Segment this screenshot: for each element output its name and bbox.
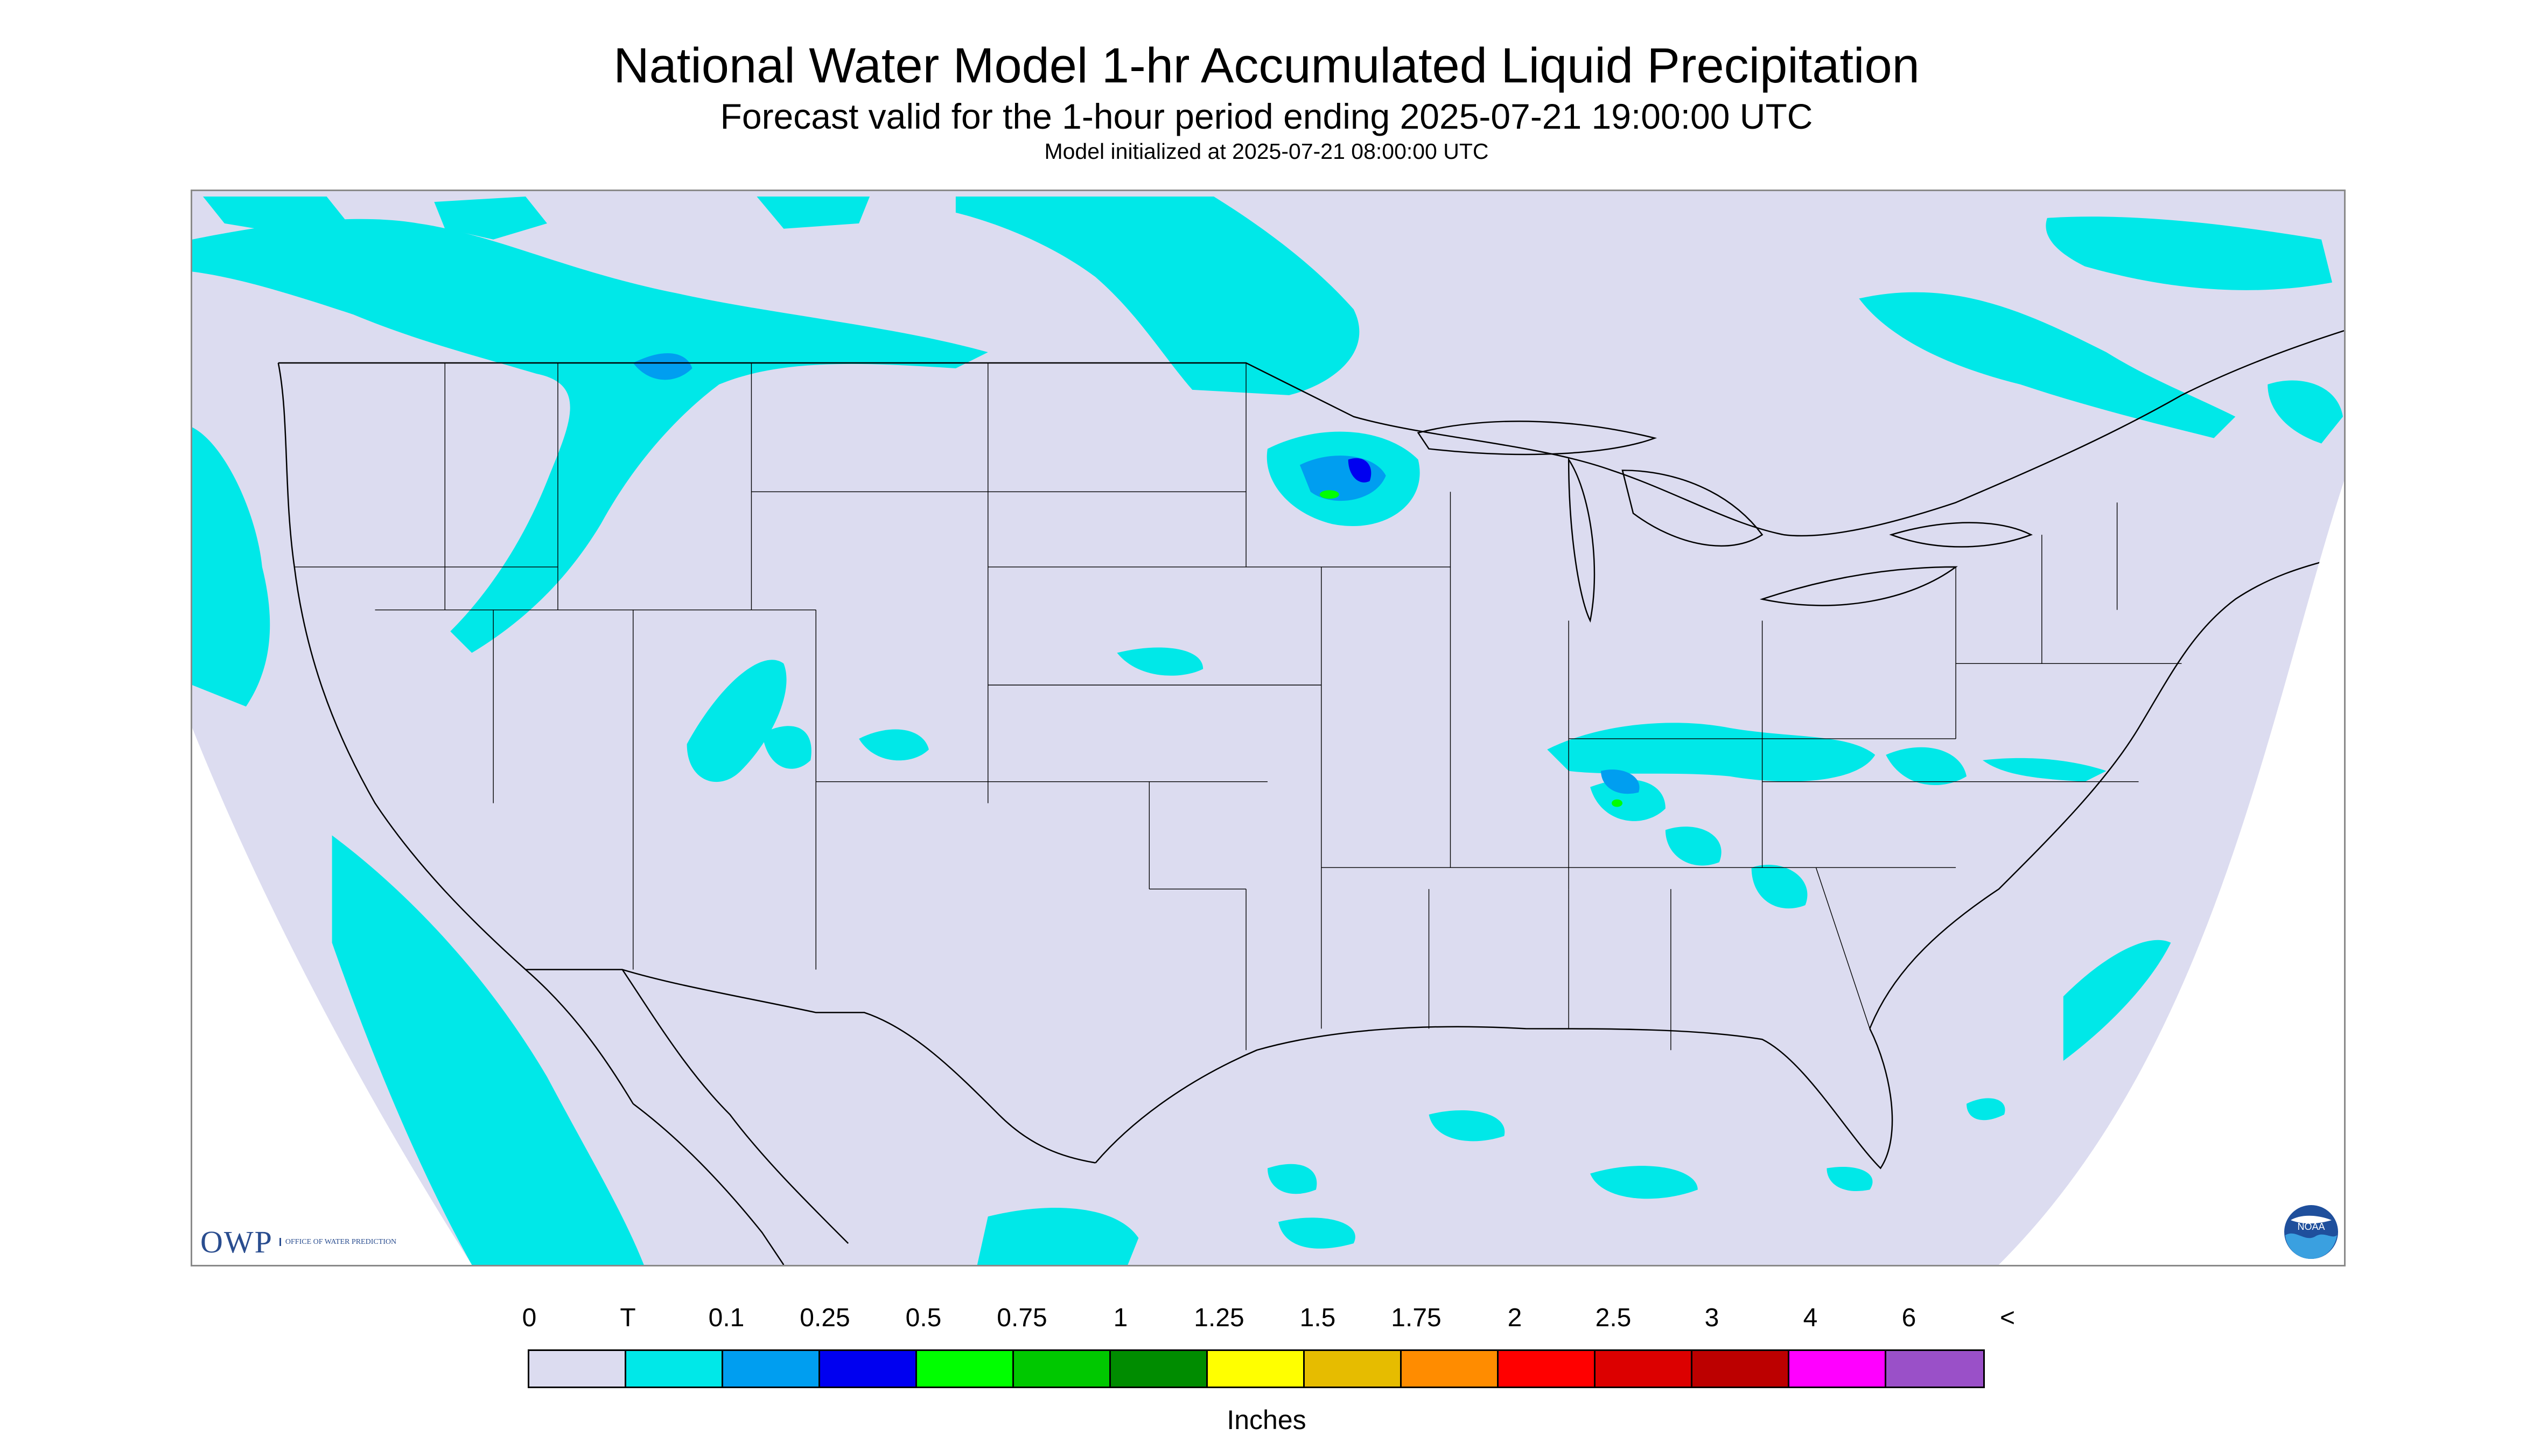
colorbar-label: 1.25 — [1194, 1304, 1244, 1332]
outside-domain-right — [1998, 481, 2344, 1265]
colorbar-labels: 0 T 0.1 0.25 0.5 0.75 1 1.25 1.5 1.75 2 2.5 3 4 6 < — [0, 1303, 2533, 1341]
colorbar — [528, 1349, 1985, 1388]
colorbar-label: T — [620, 1304, 636, 1332]
colorbar-swatch — [1886, 1351, 1983, 1387]
precip-light-green-areas — [1319, 490, 1623, 807]
colorbar-label: 1 — [1113, 1304, 1128, 1332]
model-domain — [192, 191, 2344, 1265]
precipitation-map — [191, 190, 2346, 1266]
colorbar-swatch — [917, 1351, 1014, 1387]
owp-logo: OWP OFFICE OF WATER PREDICTION — [200, 1224, 396, 1259]
colorbar-swatch — [1111, 1351, 1208, 1387]
colorbar-swatch — [626, 1351, 723, 1387]
precip-trace-areas — [192, 196, 2343, 1265]
colorbar-label: 2 — [1507, 1304, 1522, 1332]
colorbar-label: 4 — [1803, 1304, 1818, 1332]
colorbar-units: Inches — [1227, 1405, 1306, 1435]
colorbar-swatch — [1208, 1351, 1305, 1387]
outside-domain-left — [192, 728, 472, 1265]
colorbar-label: 0.5 — [905, 1304, 942, 1332]
model-init-line: Model initialized at 2025-07-21 08:00:00… — [1044, 139, 1489, 164]
colorbar-swatch — [1305, 1351, 1402, 1387]
colorbar-label: 0.25 — [800, 1304, 850, 1332]
colorbar-swatch — [723, 1351, 820, 1387]
map-title: National Water Model 1-hr Accumulated Li… — [613, 38, 1920, 93]
colorbar-swatch — [1596, 1351, 1692, 1387]
colorbar-label: 1.5 — [1299, 1304, 1336, 1332]
forecast-valid-subtitle: Forecast valid for the 1-hour period end… — [720, 96, 1813, 136]
colorbar-swatch — [1499, 1351, 1596, 1387]
noaa-logo: NOAA — [2284, 1205, 2338, 1259]
colorbar-label: 2.5 — [1595, 1304, 1632, 1332]
precip-heavy-areas — [1348, 458, 1372, 482]
noaa-logo-text: NOAA — [2297, 1221, 2325, 1232]
colorbar-label: 1.75 — [1391, 1304, 1442, 1332]
colorbar-swatch — [1402, 1351, 1499, 1387]
owp-logo-text: OWP — [200, 1224, 273, 1259]
colorbar-swatch — [820, 1351, 917, 1387]
colorbar-swatch — [1692, 1351, 1789, 1387]
colorbar-swatch — [529, 1351, 626, 1387]
state-lines — [294, 363, 2182, 1051]
map-canvas — [192, 191, 2344, 1265]
colorbar-swatch — [1014, 1351, 1111, 1387]
colorbar-label: 6 — [1901, 1304, 1916, 1332]
colorbar-label: 0.1 — [708, 1304, 745, 1332]
colorbar-label: 3 — [1704, 1304, 1719, 1332]
colorbar-swatch — [1789, 1351, 1886, 1387]
owp-logo-subtext: OFFICE OF WATER PREDICTION — [279, 1237, 396, 1246]
boundaries — [277, 330, 2344, 1265]
colorbar-label: 0 — [522, 1304, 537, 1332]
colorbar-label: < — [1999, 1304, 2016, 1332]
colorbar-label: 0.75 — [997, 1304, 1047, 1332]
